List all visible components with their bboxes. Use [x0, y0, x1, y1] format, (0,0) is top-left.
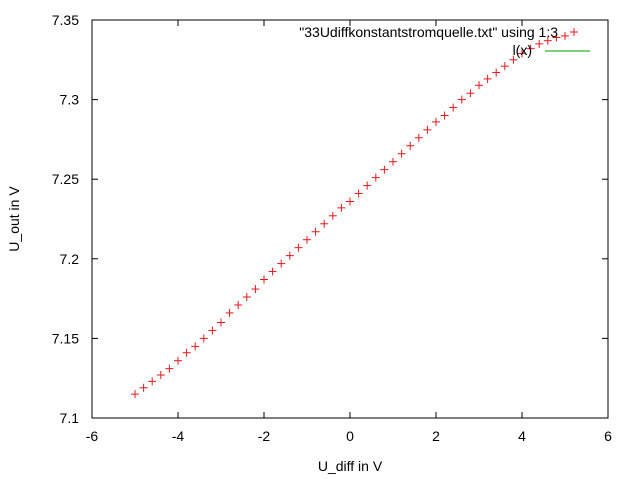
- data-point: [277, 259, 286, 268]
- data-point: [182, 348, 191, 357]
- data-point: [423, 125, 432, 134]
- data-point: [543, 36, 552, 45]
- data-point: [483, 74, 492, 83]
- data-point: [199, 334, 208, 343]
- data-point: [294, 243, 303, 252]
- data-point: [251, 285, 260, 294]
- x-tick-label: -2: [258, 428, 271, 444]
- data-point: [131, 390, 139, 399]
- data-point: [285, 251, 294, 260]
- legend-marker-point: [570, 28, 578, 36]
- ticks-layer: -6 -4 -2 0 2 4 6 7.1 7.15 7.2 7.25 7.3 7.35: [52, 12, 612, 444]
- data-point: [552, 33, 561, 42]
- data-point: [397, 149, 406, 158]
- data-point: [406, 141, 415, 150]
- data-point: [217, 318, 225, 327]
- data-point: [242, 293, 251, 302]
- data-layer: [131, 31, 569, 399]
- x-tick-label: 2: [432, 428, 440, 444]
- data-point: [311, 227, 320, 236]
- data-point: [432, 117, 440, 126]
- data-point: [457, 95, 466, 104]
- data-point: [320, 219, 329, 228]
- x-tick-label: 6: [604, 428, 612, 444]
- data-point: [337, 203, 346, 212]
- data-point: [466, 89, 475, 98]
- y-axis-label: U_out in V: [6, 186, 22, 252]
- data-point: [174, 356, 182, 365]
- legend-label-fit: l(x): [513, 42, 532, 58]
- y-tick-label: 7.2: [60, 251, 80, 267]
- x-tick-label: 4: [518, 428, 526, 444]
- data-point: [328, 211, 337, 220]
- data-point: [148, 377, 157, 386]
- data-point: [389, 157, 397, 166]
- data-point: [268, 267, 277, 276]
- data-point: [561, 31, 569, 40]
- data-point: [414, 133, 423, 142]
- y-tick-label: 7.25: [52, 171, 79, 187]
- y-tick-label: 7.3: [60, 92, 80, 108]
- x-tick-label: -4: [172, 428, 185, 444]
- data-point: [234, 300, 243, 309]
- y-tick-label: 7.35: [52, 12, 79, 28]
- data-point: [449, 103, 458, 112]
- data-point: [156, 371, 165, 380]
- y-tick-label: 7.15: [52, 330, 79, 346]
- data-point: [509, 55, 518, 64]
- data-point: [440, 111, 449, 120]
- data-point: [500, 62, 509, 71]
- data-point: [354, 189, 363, 198]
- data-point: [492, 68, 501, 77]
- data-point: [475, 81, 483, 90]
- x-tick-label: -6: [86, 428, 99, 444]
- x-axis-label: U_diff in V: [318, 458, 383, 474]
- data-point: [518, 49, 526, 58]
- legend-label-data: "33Udiffkonstantstromquelle.txt" using 1…: [299, 24, 558, 40]
- data-point: [371, 173, 380, 182]
- legend-marker-data: [570, 28, 578, 36]
- x-tick-label: 0: [346, 428, 354, 444]
- y-tick-label: 7.1: [60, 410, 80, 426]
- legend: "33Udiffkonstantstromquelle.txt" using 1…: [299, 24, 590, 58]
- data-point: [535, 39, 544, 48]
- data-point: [363, 181, 372, 190]
- data-point: [346, 197, 354, 206]
- data-point: [191, 342, 200, 351]
- data-point: [225, 308, 234, 317]
- data-point: [260, 275, 268, 284]
- data-point: [303, 235, 311, 244]
- data-point: [165, 364, 174, 373]
- data-point: [380, 165, 389, 174]
- data-point: [208, 326, 217, 335]
- data-point: [526, 44, 535, 53]
- data-point: [139, 383, 148, 392]
